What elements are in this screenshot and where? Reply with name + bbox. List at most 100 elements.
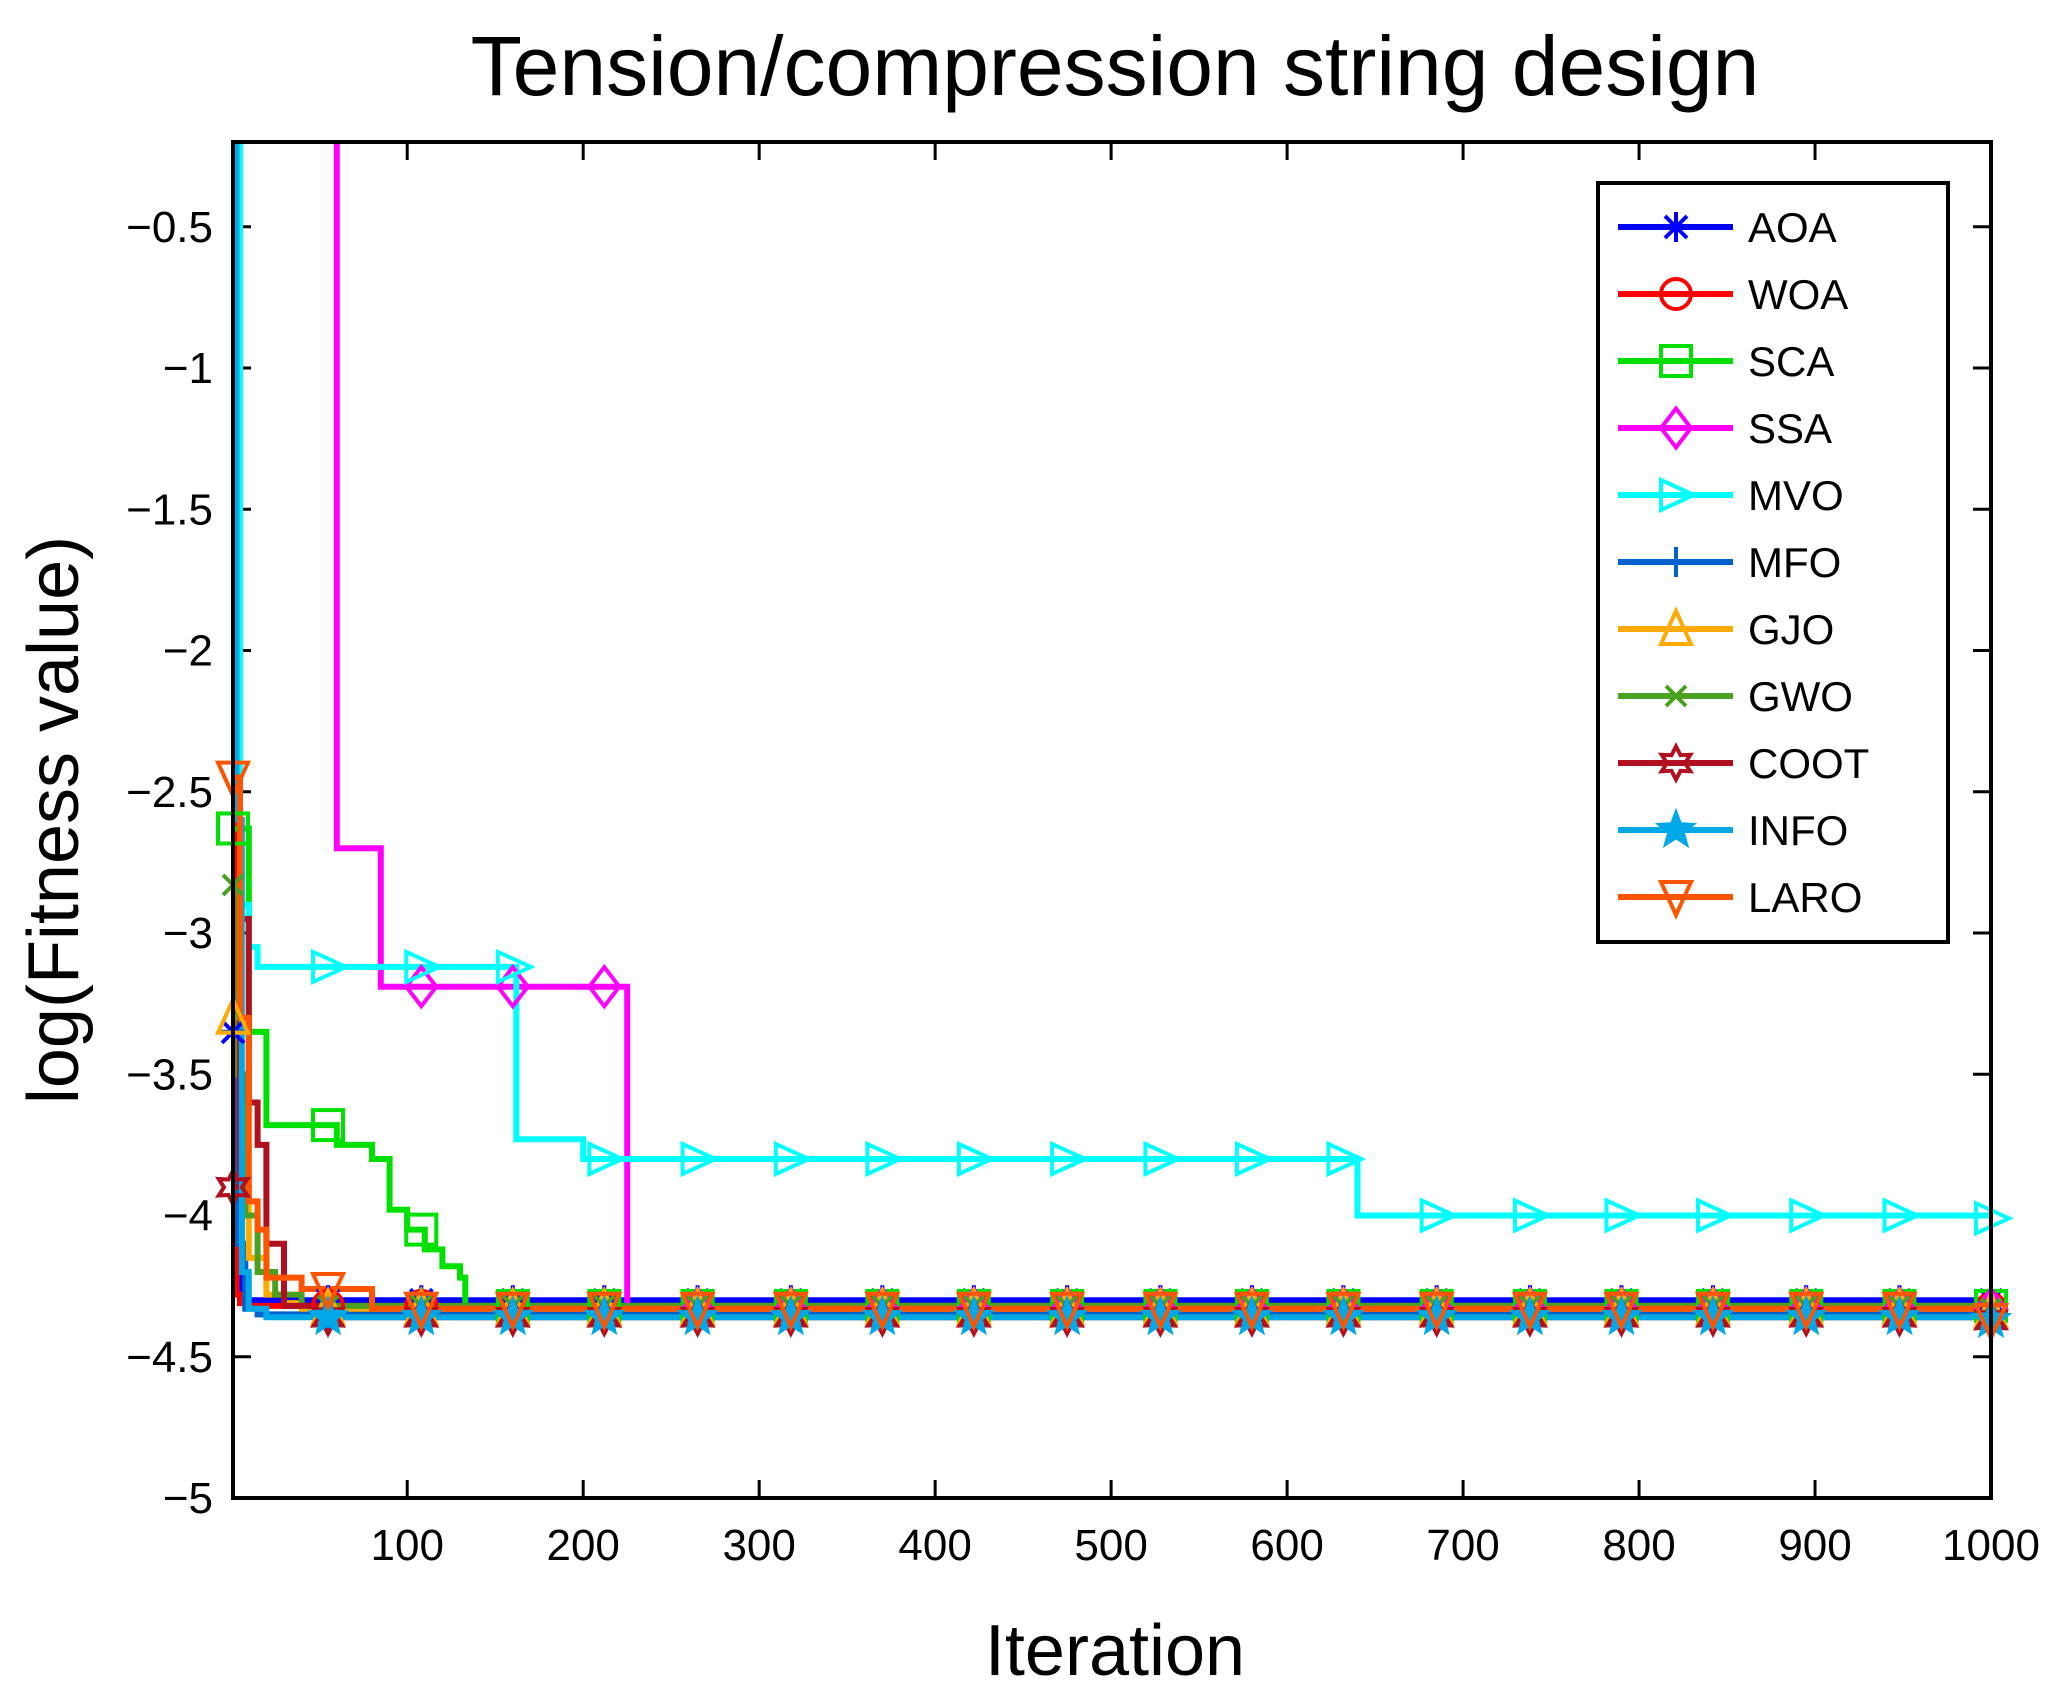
x-tick-label: 400 xyxy=(898,1521,971,1570)
y-tick-label: −1 xyxy=(163,344,213,393)
legend-marker-woa xyxy=(1659,277,1693,311)
marker-coot xyxy=(864,1296,901,1339)
marker-mvo xyxy=(1882,1197,1923,1234)
marker-laro xyxy=(1233,1291,1271,1332)
legend-marker-mvo xyxy=(1659,476,1699,514)
marker-mvo xyxy=(1419,1197,1460,1234)
marker-coot xyxy=(1603,1296,1640,1339)
marker-laro xyxy=(309,1271,347,1312)
marker-coot xyxy=(1881,1296,1918,1339)
marker-mvo xyxy=(865,1140,906,1178)
legend-marker-mfo xyxy=(1661,547,1691,577)
legend-marker-aoa xyxy=(1661,212,1691,242)
marker-coot xyxy=(1142,1296,1179,1339)
marker-mvo xyxy=(956,1140,997,1178)
legend-marker-ssa xyxy=(1658,405,1694,451)
legend-label: SCA xyxy=(1748,338,1834,385)
marker-mvo xyxy=(680,1140,721,1178)
chart-title: Tension/compression string design xyxy=(471,19,1760,113)
legend-label: COOT xyxy=(1748,740,1869,787)
marker-mvo xyxy=(1512,1197,1553,1234)
y-tick-label: −4.5 xyxy=(126,1333,213,1382)
x-tick-label: 1000 xyxy=(1942,1521,2040,1570)
marker-laro xyxy=(1881,1291,1918,1332)
legend-marker-info xyxy=(1654,807,1698,849)
x-tick-label: 700 xyxy=(1426,1521,1499,1570)
marker-laro xyxy=(586,1291,623,1332)
x-tick-label: 200 xyxy=(546,1521,619,1570)
marker-coot xyxy=(1788,1296,1825,1339)
marker-mvo xyxy=(587,1140,628,1178)
y-tick-label: −4 xyxy=(163,1192,213,1241)
x-tick-label: 300 xyxy=(722,1521,795,1570)
plot-frame xyxy=(231,140,1993,1500)
marker-ssa xyxy=(586,963,622,1010)
marker-laro xyxy=(1418,1291,1455,1332)
legend: AOA WOA SCA SSA MVO MFO GJO GWO COOT INFO LARO xyxy=(1596,181,1950,944)
axis-ticks: 100 200 300 400 500 600 700 800 900 1000 −0.5 −1 −1.… xyxy=(126,142,2040,1570)
x-tick-label: 900 xyxy=(1778,1521,1851,1570)
x-axis-label: Iteration xyxy=(985,1611,1245,1691)
marker-laro xyxy=(679,1291,716,1332)
marker-mvo xyxy=(404,948,445,986)
legend-marker-coot xyxy=(1657,742,1695,784)
x-tick-label: 500 xyxy=(1074,1521,1147,1570)
x-tick-label: 800 xyxy=(1602,1521,1675,1570)
legend-marker-sca xyxy=(1659,344,1693,378)
series-line-mfo xyxy=(233,1028,1991,1318)
marker-laro xyxy=(403,1291,440,1332)
marker-mvo xyxy=(311,948,351,986)
marker-laro xyxy=(955,1291,992,1332)
series-line-mvo xyxy=(233,142,1991,1219)
marker-sca xyxy=(404,1212,439,1247)
marker-mvo xyxy=(1143,1140,1184,1178)
legend-marker-laro xyxy=(1657,880,1695,920)
marker-mvo xyxy=(1604,1197,1645,1234)
marker-mvo xyxy=(773,1140,814,1178)
series-line-gjo xyxy=(233,1014,1991,1312)
legend-marker-gwo xyxy=(1664,684,1688,708)
markers-layer xyxy=(214,760,2014,1343)
marker-coot xyxy=(494,1296,531,1339)
legend-label: GWO xyxy=(1748,673,1853,720)
marker-laro xyxy=(1694,1291,1732,1332)
marker-mvo xyxy=(1050,1140,1090,1178)
marker-laro xyxy=(1142,1291,1179,1332)
marker-coot xyxy=(1418,1296,1455,1339)
y-tick-label: −2.5 xyxy=(126,768,213,817)
y-tick-label: −3 xyxy=(163,909,213,958)
legend-label: AOA xyxy=(1748,204,1837,251)
marker-mvo xyxy=(1234,1140,1275,1178)
legend-label: INFO xyxy=(1748,807,1848,854)
legend-label: WOA xyxy=(1748,271,1848,318)
marker-coot xyxy=(1694,1296,1731,1339)
marker-coot xyxy=(309,1296,347,1339)
series-line-gwo xyxy=(233,882,1991,1309)
y-axis-label: log(Fitness value) xyxy=(14,536,94,1104)
marker-laro xyxy=(772,1291,809,1332)
marker-mvo xyxy=(1695,1197,1736,1234)
legend-label: GJO xyxy=(1748,606,1834,653)
legend-marker-gjo xyxy=(1657,606,1695,646)
legend-label: LARO xyxy=(1748,874,1862,921)
marker-coot xyxy=(955,1296,992,1339)
marker-coot xyxy=(1325,1296,1362,1339)
marker-info xyxy=(306,1294,350,1336)
marker-laro xyxy=(1788,1291,1825,1332)
y-tick-label: −3.5 xyxy=(126,1050,213,1099)
marker-mvo xyxy=(1326,1140,1367,1178)
marker-coot xyxy=(586,1296,623,1339)
series-line-aoa xyxy=(233,1028,1991,1304)
marker-coot xyxy=(772,1296,809,1339)
marker-laro xyxy=(1325,1291,1362,1332)
series-line-info xyxy=(233,142,1991,1321)
legend-label: MVO xyxy=(1748,472,1844,519)
y-tick-label: −2 xyxy=(163,627,213,676)
series-line-sca xyxy=(233,825,1991,1309)
marker-laro xyxy=(494,1291,531,1332)
marker-laro xyxy=(1049,1291,1086,1332)
marker-coot xyxy=(679,1296,716,1339)
marker-sca xyxy=(311,1108,346,1143)
y-tick-label: −5 xyxy=(163,1474,213,1523)
marker-laro xyxy=(864,1291,901,1332)
